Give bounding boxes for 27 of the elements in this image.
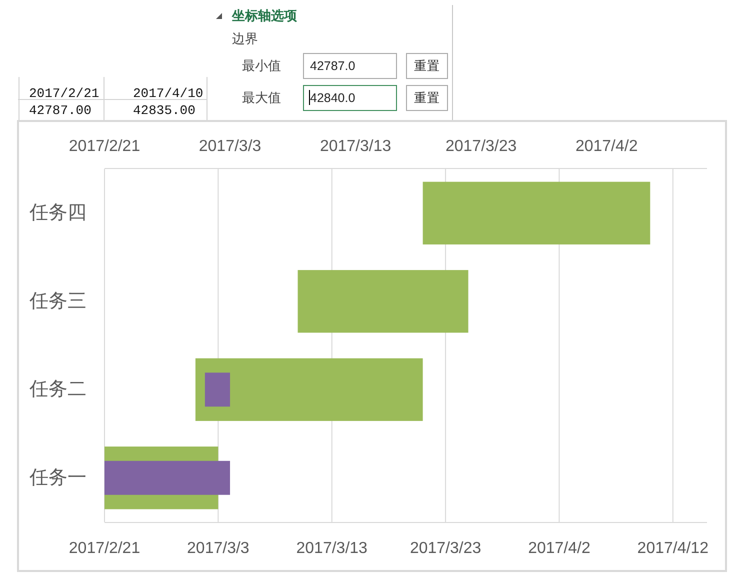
x2-tick-label: 2017/3/3 xyxy=(198,138,262,155)
text: 2017/2/21 xyxy=(29,86,100,101)
text: 2017/4/10 xyxy=(133,86,204,101)
y-tick-label: 任务二 xyxy=(28,379,86,400)
button: 重置 xyxy=(406,53,448,79)
text: 42787.00 xyxy=(29,103,92,118)
x-tick-label: 2017/4/12 xyxy=(637,540,709,557)
text: 最小值 xyxy=(242,58,281,73)
x-tick-label: 2017/3/23 xyxy=(410,540,482,557)
y-tick-label: 任务三 xyxy=(28,290,86,312)
y-tick-label: 任务四 xyxy=(28,202,86,224)
input-box: 42840.0 xyxy=(303,85,397,111)
x-tick-label: 2017/4/2 xyxy=(528,540,590,557)
x-tick-label: 2017/2/21 xyxy=(68,540,140,557)
x-tick-label: 2017/3/13 xyxy=(296,540,368,557)
x2-tick-label: 2017/3/13 xyxy=(320,138,392,155)
x2-tick-label: 2017/3/23 xyxy=(445,138,517,155)
y-tick-label: 任务一 xyxy=(28,467,86,488)
text: 42835.00 xyxy=(133,103,196,118)
input-box: 42787.0 xyxy=(303,53,397,79)
text: 最大值 xyxy=(242,90,281,105)
text: 边界 xyxy=(232,31,258,46)
button: 重置 xyxy=(406,85,448,111)
x-tick-label: 2017/3/3 xyxy=(187,540,250,557)
x2-tick-label: 2017/4/2 xyxy=(575,138,638,155)
x2-tick-label: 2017/2/21 xyxy=(68,138,140,155)
text: 坐标轴选项 xyxy=(231,8,298,23)
